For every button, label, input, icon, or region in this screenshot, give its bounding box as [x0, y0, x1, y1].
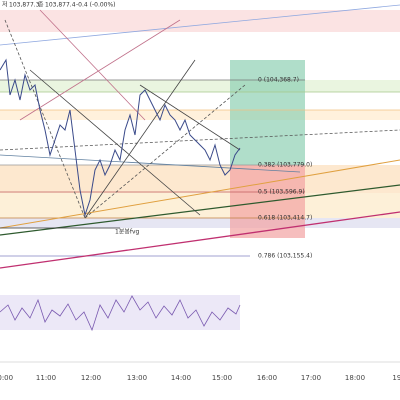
x-tick-label: 14:00	[171, 374, 191, 382]
x-axis: 10:00 11:00 12:00 13:00 14:00 15:00 16:00 17:00…	[0, 374, 400, 382]
x-tick-label: 10:00	[0, 374, 13, 382]
x-tick-label: 11:00	[36, 374, 56, 382]
header-close: 103,877.4	[45, 2, 76, 9]
fib-label: 0.618 (103,414.7)	[258, 215, 312, 222]
fib-label: 0.382 (103,779.0)	[258, 162, 312, 169]
header-low: 103,877.3	[9, 2, 40, 9]
fib-label: 0 (104,368.7)	[258, 77, 299, 84]
x-tick-label: 18:00	[345, 374, 365, 382]
header-low-label: 저	[2, 1, 8, 9]
x-tick-label: 17:00	[301, 374, 321, 382]
x-tick-label: 15:00	[212, 374, 232, 382]
fib-label: 0.786 (103,155.4)	[258, 253, 312, 260]
x-tick-label: 19:	[392, 374, 400, 382]
drawing-lines	[0, 4, 400, 269]
header-close-label: 종	[38, 2, 44, 9]
x-tick-label: 16:00	[257, 374, 277, 382]
x-tick-label: 12:00	[81, 374, 101, 382]
fib-label: 0.5 (103,596.9)	[258, 189, 305, 196]
header-change: -0.4 (-0.00%)	[76, 2, 116, 9]
annotation: 1분봉fvg	[115, 228, 140, 236]
x-tick-label: 13:00	[127, 374, 147, 382]
price-line	[0, 58, 241, 217]
rsi-line	[0, 295, 241, 332]
